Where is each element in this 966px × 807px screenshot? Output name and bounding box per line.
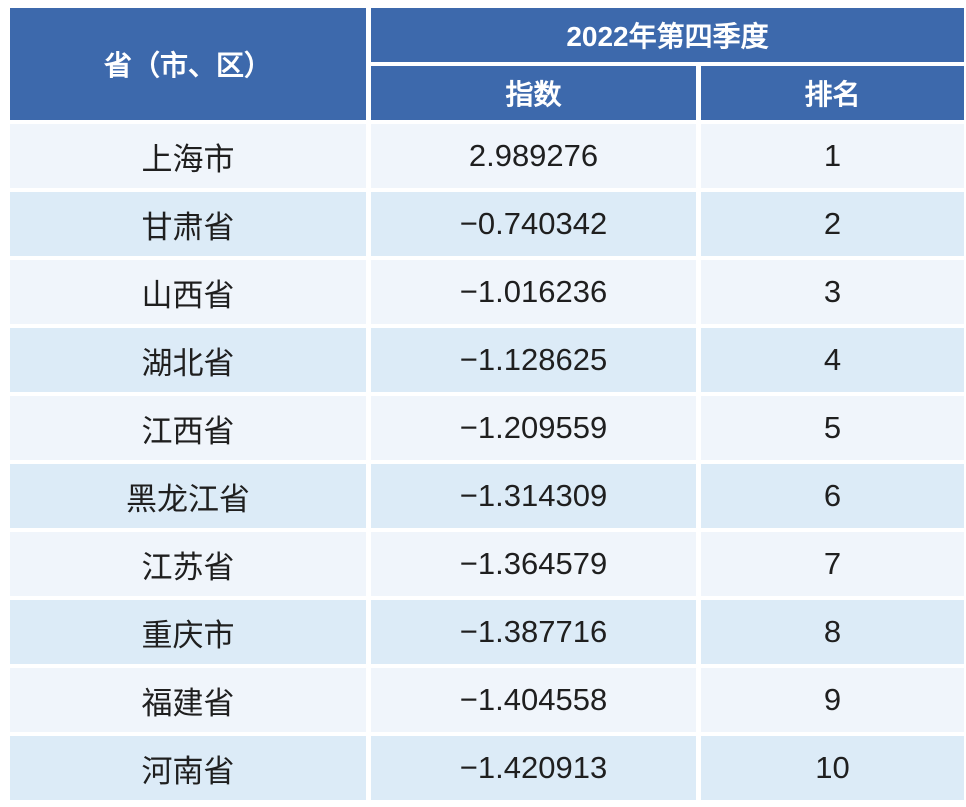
cell-province: 湖北省 [10,328,366,392]
cell-province: 甘肃省 [10,192,366,256]
cell-index: −1.209559 [371,396,696,460]
cell-rank: 7 [701,532,964,596]
header-index: 指数 [371,66,696,120]
cell-province: 江西省 [10,396,366,460]
cell-rank: 9 [701,668,964,732]
cell-province: 福建省 [10,668,366,732]
cell-index: −1.404558 [371,668,696,732]
cell-index: 2.989276 [371,124,696,188]
cell-rank: 10 [701,736,964,800]
cell-rank: 4 [701,328,964,392]
cell-rank: 2 [701,192,964,256]
cell-rank: 8 [701,600,964,664]
cell-province: 重庆市 [10,600,366,664]
cell-rank: 5 [701,396,964,460]
cell-province: 河南省 [10,736,366,800]
cell-rank: 1 [701,124,964,188]
cell-index: −1.314309 [371,464,696,528]
cell-index: −1.387716 [371,600,696,664]
cell-rank: 6 [701,464,964,528]
header-province: 省（市、区） [10,8,366,120]
header-quarter: 2022年第四季度 [371,8,964,62]
header-rank: 排名 [701,66,964,120]
cell-index: −1.364579 [371,532,696,596]
cell-province: 上海市 [10,124,366,188]
cell-index: −1.420913 [371,736,696,800]
cell-province: 山西省 [10,260,366,324]
cell-province: 江苏省 [10,532,366,596]
cell-index: −0.740342 [371,192,696,256]
cell-province: 黑龙江省 [10,464,366,528]
cell-index: −1.016236 [371,260,696,324]
cell-rank: 3 [701,260,964,324]
province-ranking-table: 省（市、区） 2022年第四季度 指数 排名 上海市 2.989276 1 甘肃… [10,8,964,800]
cell-index: −1.128625 [371,328,696,392]
